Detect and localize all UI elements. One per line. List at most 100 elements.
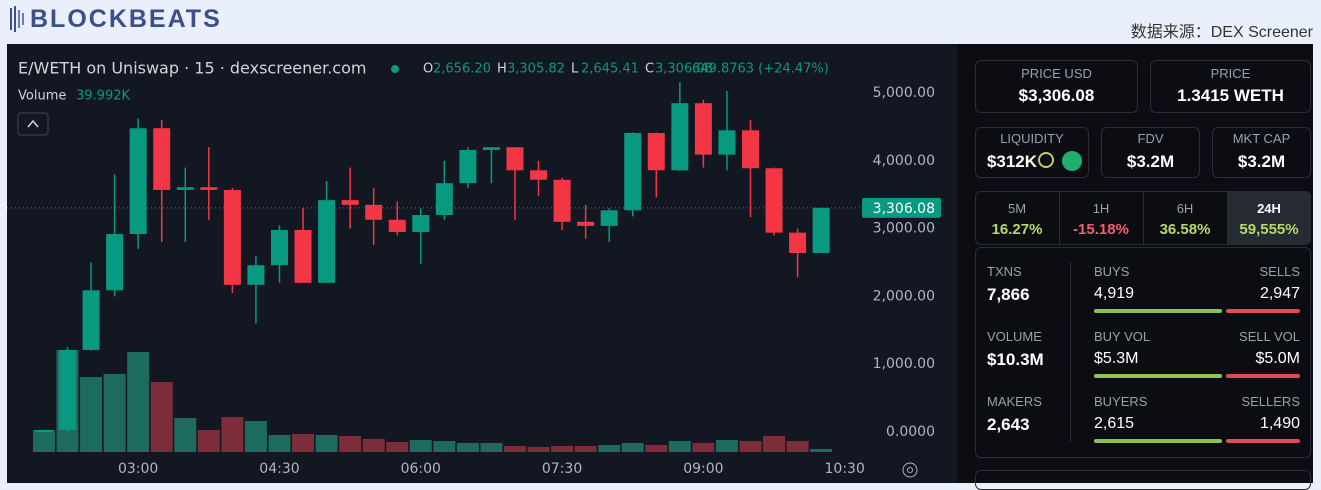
volume-bar — [739, 441, 762, 452]
stats-panel — [957, 44, 1313, 483]
metric-value: $312K — [986, 152, 1038, 171]
price-box — [975, 60, 1138, 113]
volume-bar — [386, 442, 409, 452]
activity-label: MAKERS — [987, 394, 1042, 409]
metric-box — [1101, 127, 1200, 178]
candle-body — [789, 232, 807, 254]
tab-divider — [1059, 191, 1060, 245]
candle-body — [671, 103, 689, 171]
volume-bar — [268, 435, 291, 452]
candle-body — [59, 349, 77, 430]
candle-body — [270, 229, 288, 266]
collapse-button — [17, 112, 49, 136]
change-label: 24H — [1257, 201, 1281, 216]
volume-bar — [292, 434, 315, 452]
volume-bar — [503, 446, 526, 452]
change-tab-active — [1227, 191, 1311, 245]
left-value: $5.3M — [1094, 350, 1139, 367]
volume-bar — [598, 445, 621, 452]
current-price-tag — [862, 197, 941, 218]
candle-body — [153, 128, 171, 190]
volume-bar — [551, 446, 574, 452]
volume-bar — [32, 430, 55, 452]
x-tick-label: 06:00 — [401, 461, 441, 477]
ratio-bar-buy — [1094, 374, 1222, 378]
price-value: $3,306.08 — [1018, 86, 1095, 105]
candle-body — [247, 265, 265, 285]
volume-bar — [150, 382, 173, 452]
candle-body — [412, 215, 430, 232]
right-value: $5.0M — [1255, 350, 1300, 367]
change-value: -15.18% — [1073, 221, 1129, 238]
ohlc-value: 2,645.41 — [581, 62, 639, 77]
activity-divider — [1070, 262, 1071, 442]
candle-body — [82, 290, 100, 350]
tab-divider — [1227, 191, 1228, 245]
activity-box — [975, 247, 1311, 458]
activity-value: 2,643 — [987, 415, 1030, 434]
candle-body — [694, 103, 712, 155]
volume-bar — [527, 447, 550, 452]
candle-body — [318, 200, 336, 283]
right-label: SELLS — [1259, 264, 1300, 279]
y-tick-label: 5,000.00 — [873, 85, 935, 101]
volume-bar — [456, 443, 479, 452]
ratio-bar-sell — [1226, 309, 1300, 313]
settings-icon — [902, 462, 918, 478]
logo-icon — [10, 6, 26, 32]
volume-value: 39.992K — [76, 89, 130, 104]
logo: BLOCKBEATS — [30, 5, 222, 33]
metric-value: $3.2M — [1126, 152, 1175, 171]
right-value: 1,490 — [1259, 415, 1300, 432]
volume-bar — [645, 445, 668, 452]
metric-label: LIQUIDITY — [1000, 131, 1064, 146]
volume-label: Volume — [18, 89, 66, 104]
metric-label: MKT CAP — [1232, 131, 1291, 146]
candle-body — [388, 219, 406, 232]
y-tick-label: 0.0000 — [886, 424, 935, 440]
volume-bar — [763, 436, 786, 452]
volume-bar — [786, 441, 809, 452]
activity-label: VOLUME — [987, 329, 1042, 344]
change-label: 5M — [1007, 201, 1027, 216]
volume-bar — [480, 443, 503, 452]
price-label: PRICE — [1210, 66, 1251, 81]
candle-body — [600, 210, 618, 226]
candle-body — [741, 130, 759, 169]
volume-bar — [174, 418, 197, 452]
left-value: 2,615 — [1094, 415, 1135, 432]
x-tick-label: 04:30 — [259, 461, 299, 477]
volume-bar — [433, 441, 456, 452]
dex-icon — [1062, 151, 1082, 171]
candle-body — [506, 147, 524, 171]
candle-body — [341, 200, 359, 205]
volume-bar — [127, 352, 150, 452]
price-label: PRICE USD — [1021, 66, 1092, 81]
candle-body — [765, 168, 783, 233]
metric-label: FDV — [1137, 131, 1164, 146]
change-label: 1H — [1092, 201, 1110, 216]
chart: E/WETH on Uniswap · 15 · dexscreener.com… — [7, 59, 941, 478]
x-tick-label: 09:00 — [683, 461, 723, 477]
volume-bar — [103, 374, 126, 452]
volume-bar — [362, 439, 385, 452]
candle-body — [647, 132, 665, 171]
activity-value: $10.3M — [987, 350, 1044, 369]
ratio-bar-buy — [1094, 439, 1222, 443]
right-value: 2,947 — [1259, 285, 1300, 302]
lock-icon — [1038, 152, 1054, 168]
volume-bar — [621, 443, 644, 452]
ohlc-label: C — [645, 62, 654, 77]
bottom-box — [975, 470, 1311, 490]
candle-body — [718, 130, 736, 155]
volume-bar — [80, 377, 103, 452]
candle-body — [365, 204, 383, 220]
y-tick-label: 4,000.00 — [873, 153, 935, 169]
ratio-bar-buy — [1094, 309, 1222, 313]
volume-bar — [244, 421, 267, 452]
candle-body — [459, 149, 477, 184]
left-label: BUYS — [1094, 264, 1130, 279]
right-label: SELLERS — [1241, 394, 1300, 409]
volume-bar — [668, 441, 691, 452]
